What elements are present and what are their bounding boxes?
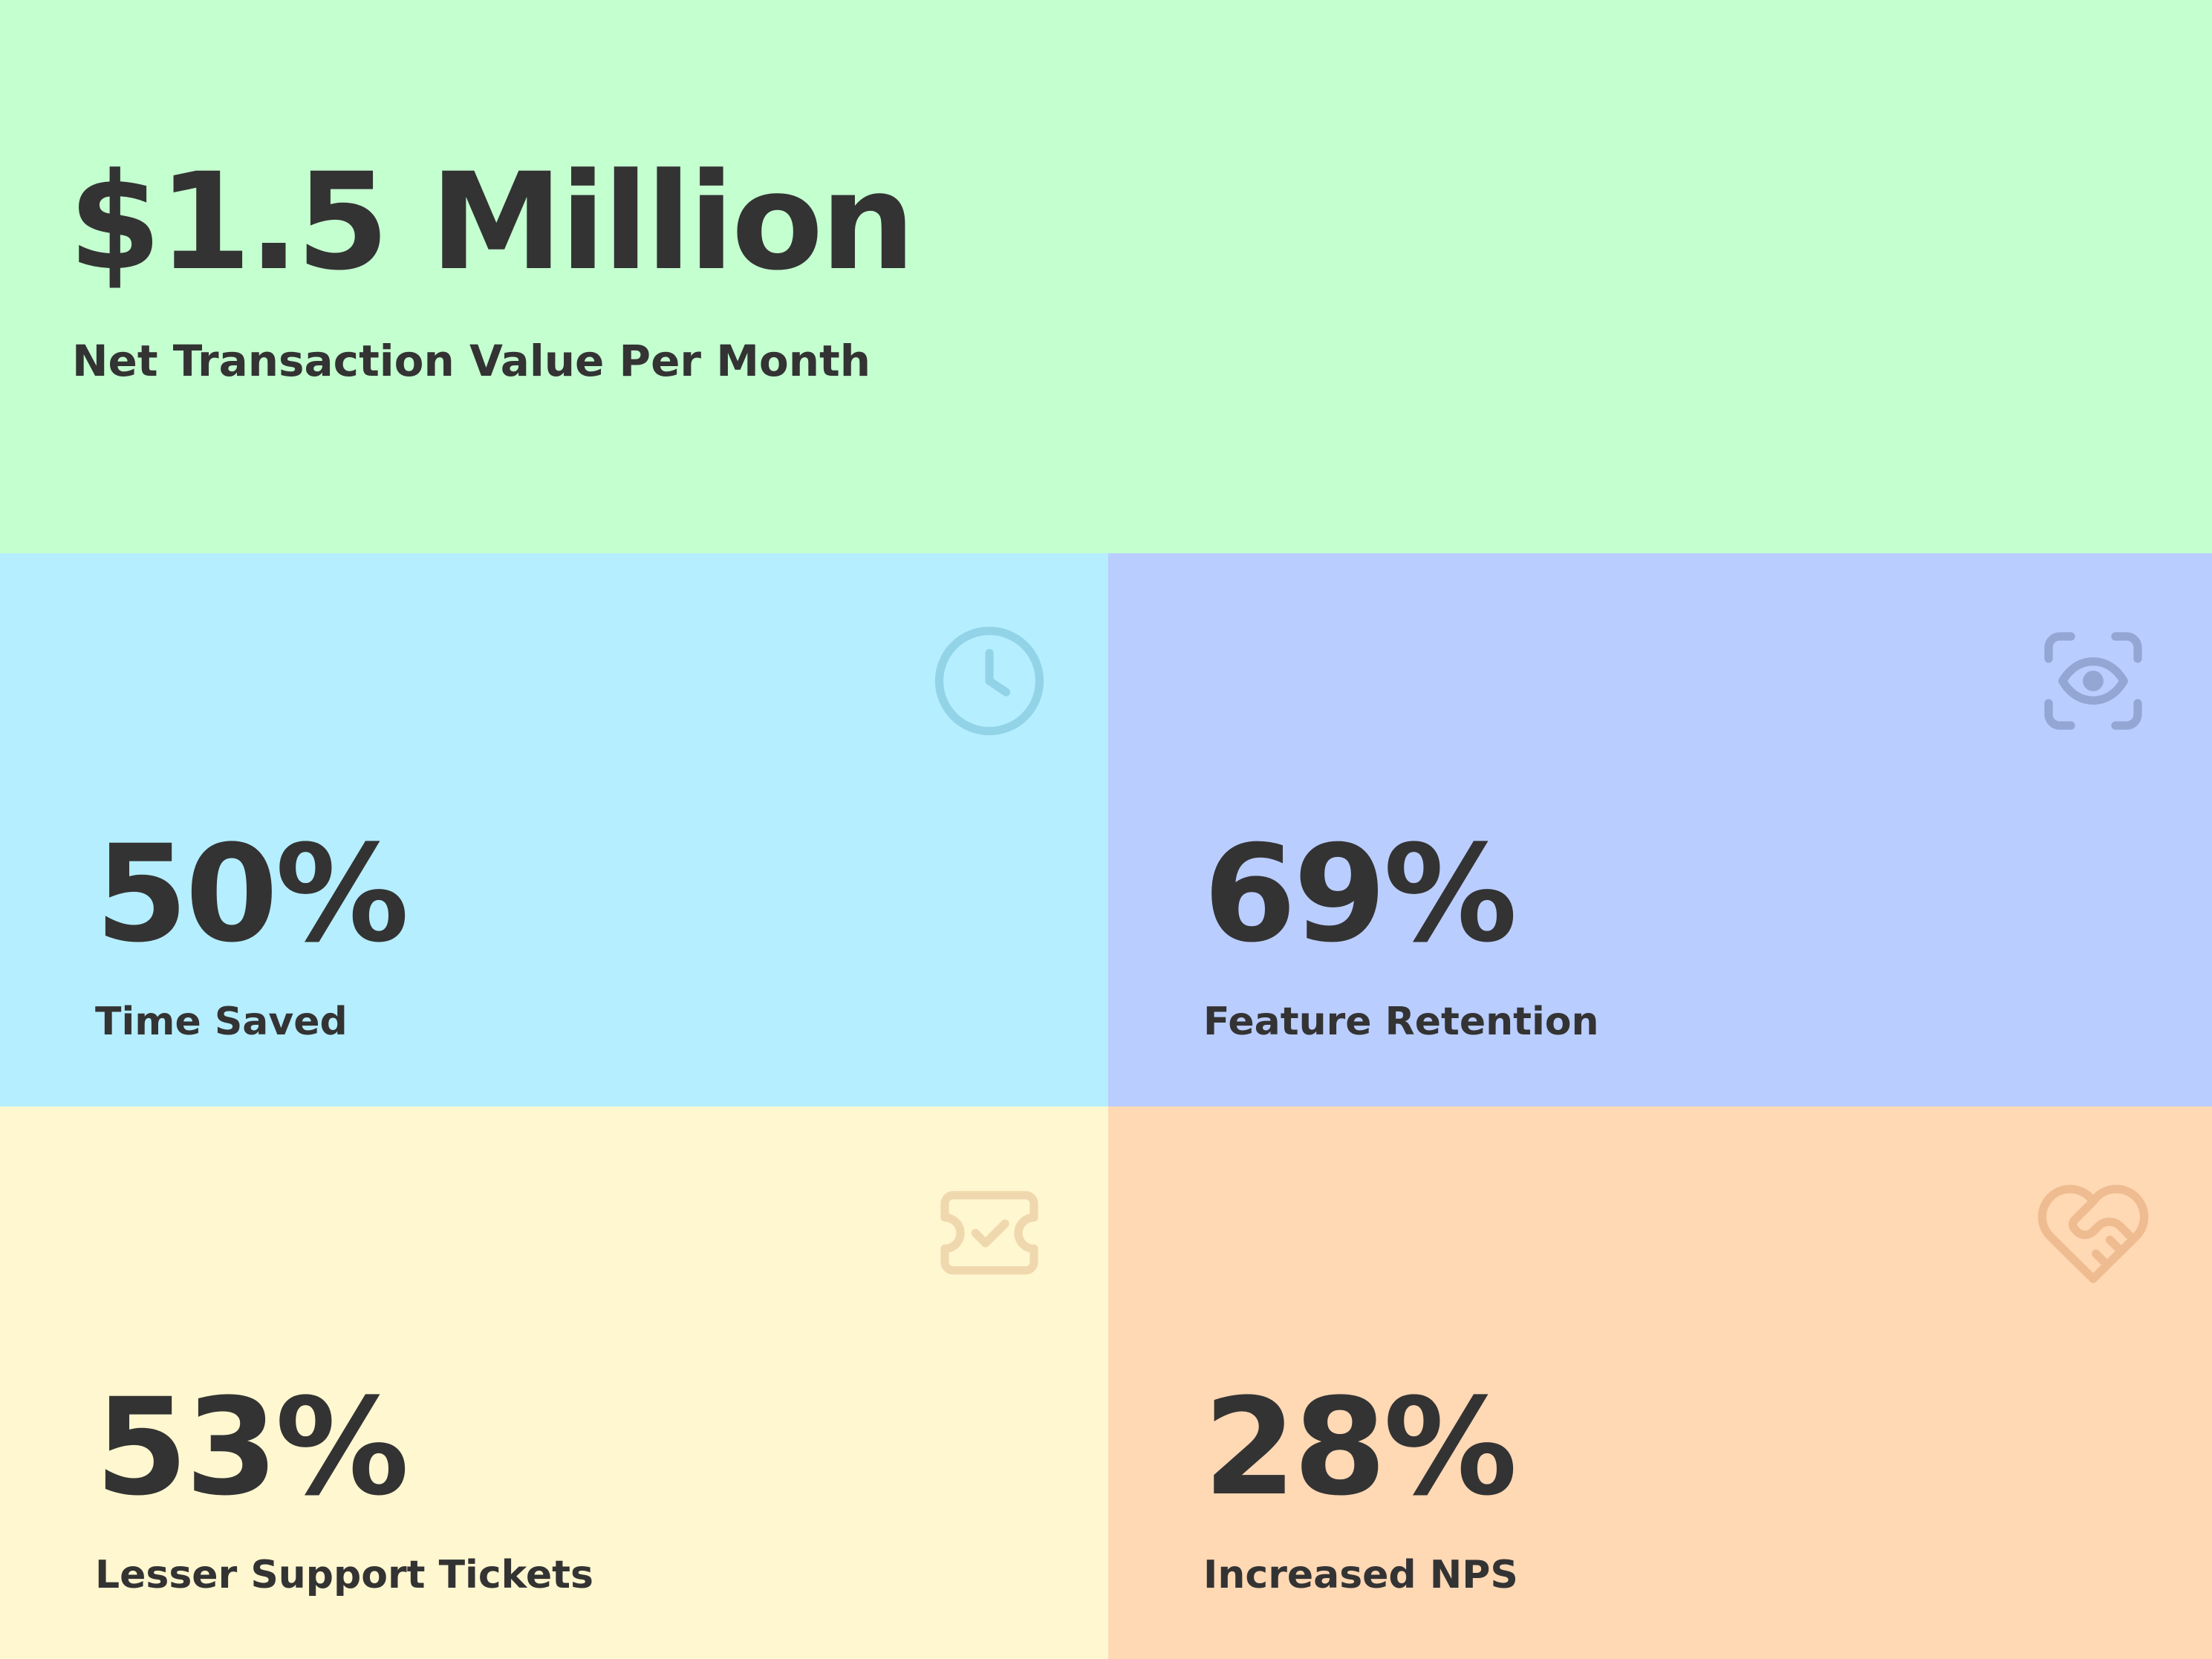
stat-label: Increased NPS <box>1203 1553 1518 1597</box>
hero-stat-label: Net Transaction Value Per Month <box>72 336 871 386</box>
stat-card-feature-retention: 69% Feature Retention <box>1108 553 2212 1106</box>
clock-icon <box>923 614 1056 748</box>
stat-label: Feature Retention <box>1203 1000 1599 1044</box>
heart-handshake-icon <box>2026 1167 2160 1301</box>
stat-label: Time Saved <box>95 1000 348 1044</box>
stat-value: 69% <box>1203 817 1518 972</box>
stat-label: Lesser Support Tickets <box>95 1553 593 1597</box>
hero-stat-value: $1.5 Million <box>68 145 916 300</box>
stat-card-time-saved: 50% Time Saved <box>0 553 1108 1106</box>
eye-scan-icon <box>2026 614 2160 748</box>
stat-value: 28% <box>1203 1370 1518 1525</box>
ticket-check-icon <box>923 1167 1056 1301</box>
hero-stat-card: $1.5 Million Net Transaction Value Per M… <box>0 0 2212 553</box>
stat-value: 50% <box>95 817 409 972</box>
stat-card-support-tickets: 53% Lesser Support Tickets <box>0 1106 1108 1659</box>
stat-card-nps: 28% Increased NPS <box>1108 1106 2212 1659</box>
stat-value: 53% <box>95 1370 409 1525</box>
